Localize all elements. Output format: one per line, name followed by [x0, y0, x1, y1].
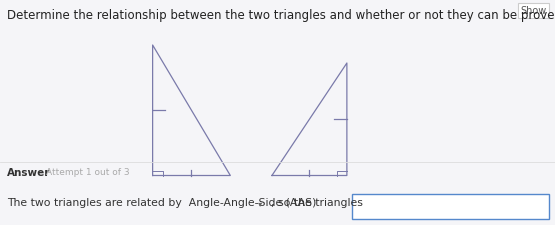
Text: , so the triangles: , so the triangles	[271, 198, 363, 208]
Text: ▾: ▾	[258, 199, 262, 208]
Text: Determine the relationship between the two triangles and whether or not they can: Determine the relationship between the t…	[7, 9, 555, 22]
Text: The two triangles are related by  Angle-Angle-Side (AAS): The two triangles are related by Angle-A…	[7, 198, 316, 208]
Text: Attempt 1 out of 3: Attempt 1 out of 3	[46, 168, 129, 177]
FancyBboxPatch shape	[352, 194, 549, 219]
Text: Show: Show	[521, 6, 547, 16]
Text: Answer: Answer	[7, 168, 50, 178]
